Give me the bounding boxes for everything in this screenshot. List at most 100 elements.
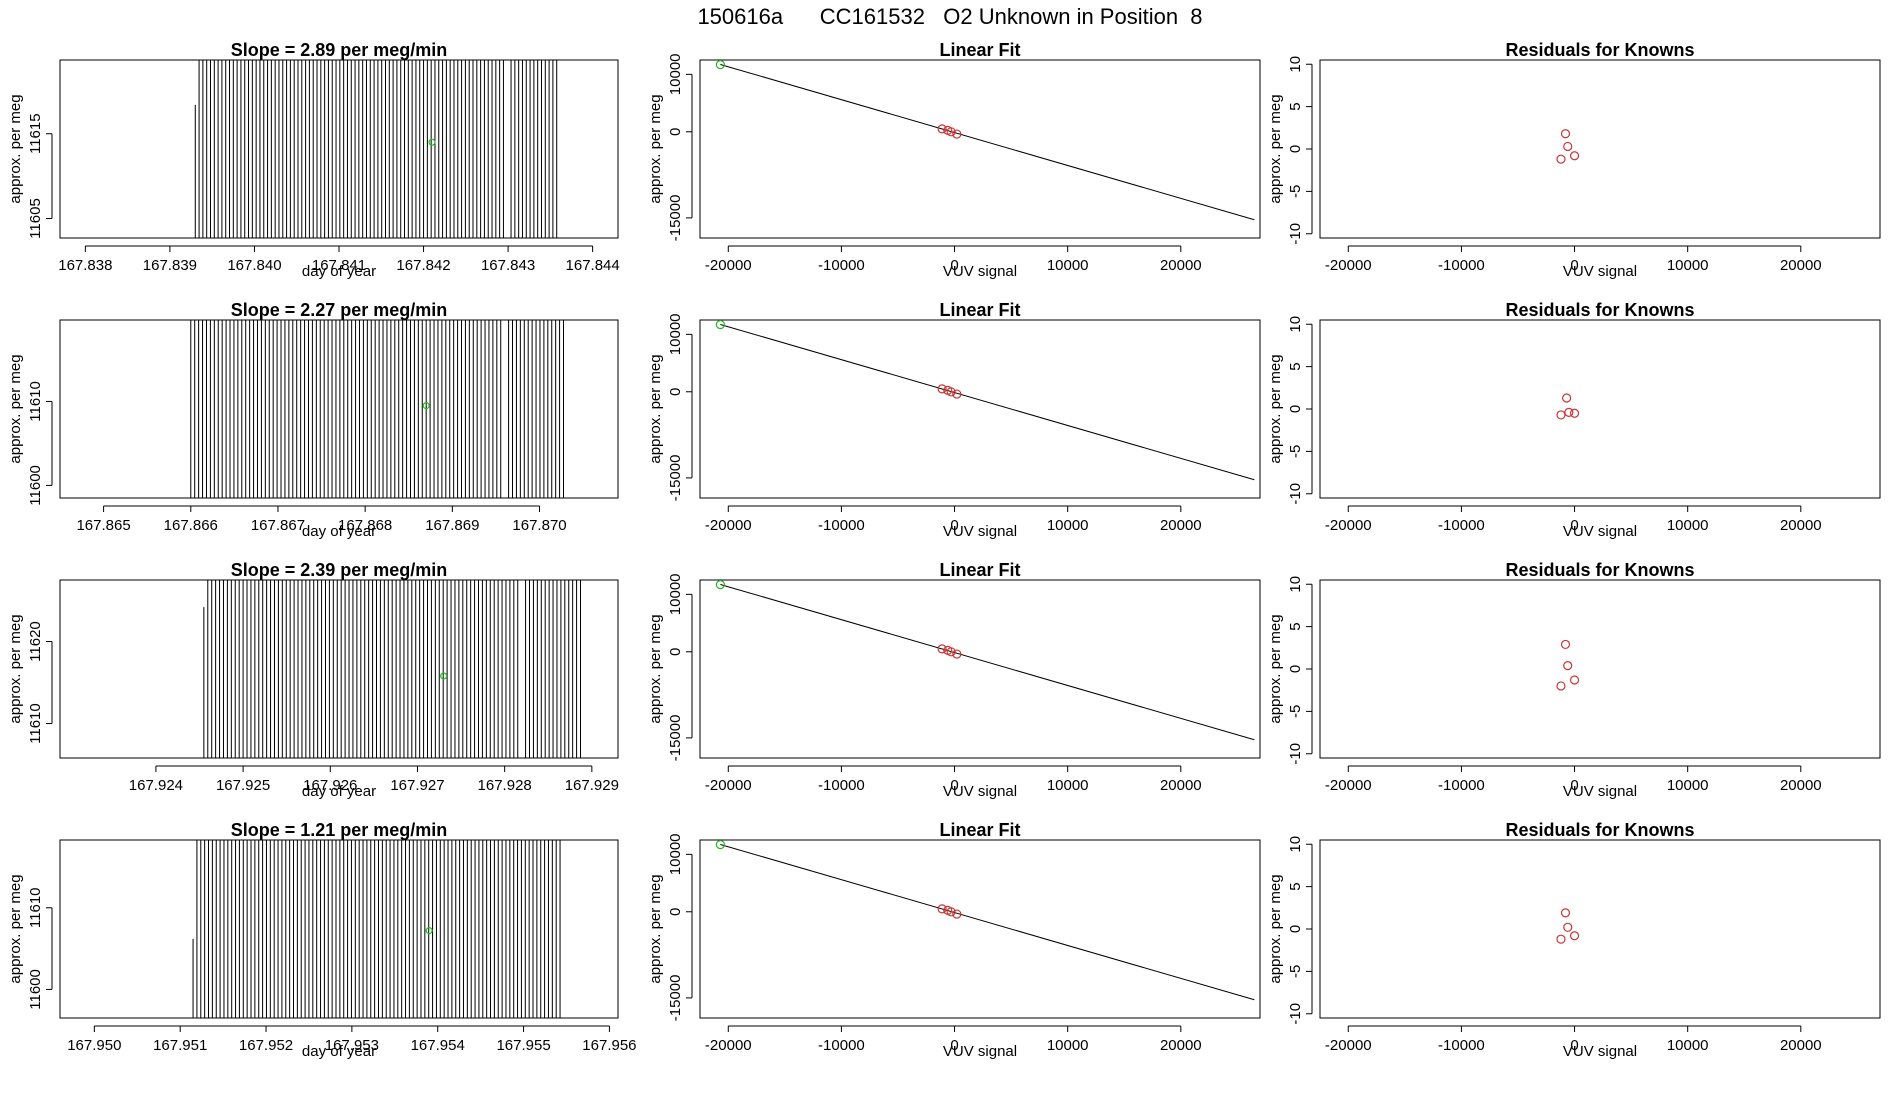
- known-point: [952, 649, 962, 659]
- y-axis: -15000 0 10000: [667, 313, 693, 501]
- x-axis: 167.924 167.925 167.926 167.927 167.928 167.9…: [129, 765, 619, 794]
- plot-frame: [1319, 319, 1881, 499]
- x-tick-label: 10000: [1667, 1037, 1709, 1054]
- x-tick-label: 20000: [1160, 1037, 1202, 1054]
- x-tick-label: 167.865: [76, 517, 130, 534]
- unknown-point: [428, 138, 436, 146]
- x-tick-label: 10000: [1667, 777, 1709, 794]
- x-axis-label: VUV signal: [1563, 1043, 1637, 1060]
- x-tick-label: 167.951: [153, 1037, 207, 1054]
- x-axis: 167.838 167.839 167.840 167.841 167.842 167.8…: [58, 245, 620, 274]
- unknown-point: [440, 672, 448, 680]
- x-axis: -20000 -10000 0 10000 20000: [705, 1025, 1202, 1054]
- panel-linear-fit-row3: Linear Fit -20000 -10000 0 10000 20000 VUV sig…: [647, 560, 1261, 800]
- x-tick-label: 10000: [1047, 1037, 1089, 1054]
- x-tick-label: 167.866: [164, 517, 218, 534]
- x-tick-label: -20000: [705, 517, 752, 534]
- x-tick-label: 0: [1570, 777, 1578, 794]
- x-tick-label: 0: [950, 257, 958, 274]
- x-axis-label: day of year: [302, 263, 376, 280]
- panel-linear-fit-row4: Linear Fit -20000 -10000 0 10000 20000 VUV sig…: [647, 820, 1261, 1060]
- residual-point: [1563, 141, 1573, 152]
- residual-point: [1560, 129, 1571, 139]
- x-tick-label: 10000: [1047, 257, 1089, 274]
- x-tick-label: -20000: [1325, 517, 1372, 534]
- x-tick-label: 167.841: [312, 257, 366, 274]
- y-tick-label: 11615: [27, 113, 44, 154]
- residual-point: [1556, 934, 1566, 944]
- residual-point: [1563, 661, 1573, 671]
- x-tick-label: 167.868: [338, 517, 392, 534]
- residual-point: [1556, 681, 1566, 691]
- panel-residuals-row4: Residuals for Knowns -20000 -10000 0 10000 20…: [1267, 820, 1881, 1060]
- residual-point: [1560, 639, 1571, 650]
- known-point: [946, 907, 956, 917]
- residual-point: [1569, 675, 1580, 685]
- panel-residuals-row3: Residuals for Knowns -20000 -10000 0 10000 20…: [1267, 560, 1881, 800]
- y-tick-label: -10: [1287, 223, 1304, 245]
- x-tick-label: -10000: [1438, 1037, 1485, 1054]
- x-tick-label: 167.839: [143, 257, 197, 274]
- x-tick-label: -20000: [705, 1037, 752, 1054]
- y-tick-label: 5: [1287, 362, 1304, 370]
- known-point: [946, 387, 956, 397]
- x-axis-label: VUV signal: [1563, 523, 1637, 540]
- y-axis: 11600 11610: [27, 887, 53, 1010]
- plot-frame: [59, 319, 619, 499]
- y-tick-label: -5: [1287, 445, 1304, 458]
- trace: [203, 580, 582, 758]
- x-tick-label: 0: [950, 777, 958, 794]
- x-tick-label: -20000: [705, 257, 752, 274]
- x-tick-label: 167.953: [325, 1037, 379, 1054]
- x-tick-label: 167.838: [58, 257, 112, 274]
- x-axis-label: VUV signal: [1563, 263, 1637, 280]
- known-point: [952, 129, 962, 139]
- y-axis-label: approx. per meg: [1267, 94, 1284, 203]
- plot-frame: [59, 579, 619, 759]
- x-tick-label: 167.952: [239, 1037, 293, 1054]
- chart-title: Slope = 1.21 per meg/min: [231, 820, 448, 840]
- x-axis-label: VUV signal: [943, 523, 1017, 540]
- y-tick-label: 10000: [667, 313, 684, 355]
- chart-title: Linear Fit: [939, 40, 1020, 60]
- chart-title: Residuals for Knowns: [1505, 40, 1694, 60]
- x-tick-label: -10000: [818, 257, 865, 274]
- x-tick-label: -10000: [818, 1037, 865, 1054]
- page-title: 150616a CC161532 O2 Unknown in Position …: [697, 4, 1203, 29]
- fit-line: [720, 843, 1255, 1001]
- residual-point: [1556, 410, 1566, 420]
- y-tick-label: 11605: [27, 198, 44, 239]
- y-axis: 11600 11610: [27, 381, 53, 506]
- trace: [194, 60, 558, 238]
- unknown-point: [715, 59, 725, 70]
- x-axis: -20000 -10000 0 10000 20000: [705, 505, 1202, 534]
- panel-linear-fit-row1: Linear Fit -20000 -10000 0 10000 20000 VUV sig…: [647, 40, 1261, 280]
- x-tick-label: -20000: [1325, 777, 1372, 794]
- plot-frame: [1319, 59, 1881, 239]
- x-tick-label: 20000: [1780, 517, 1822, 534]
- y-axis-label: approx. per meg: [1267, 614, 1284, 723]
- y-tick-label: -10: [1287, 1003, 1304, 1025]
- plot-frame: [699, 579, 1261, 759]
- plot-frame: [1319, 579, 1881, 759]
- y-tick-label: -5: [1287, 185, 1304, 198]
- x-axis: -20000 -10000 0 10000 20000: [705, 765, 1202, 794]
- y-axis-label: approx. per meg: [1267, 874, 1284, 983]
- known-point: [937, 384, 947, 394]
- known-point: [952, 909, 962, 919]
- x-axis: -20000 -10000 0 10000 20000: [1325, 765, 1822, 794]
- y-tick-label: -5: [1287, 705, 1304, 718]
- x-tick-label: -10000: [1438, 777, 1485, 794]
- panel-residuals-row2: Residuals for Knowns -20000 -10000 0 10000 20…: [1267, 300, 1881, 540]
- y-tick-label: 10: [1287, 316, 1304, 333]
- x-axis-label: VUV signal: [1563, 783, 1637, 800]
- y-tick-label: -15000: [667, 975, 684, 1022]
- x-tick-label: 167.955: [496, 1037, 550, 1054]
- y-axis: -15000 0 10000: [667, 833, 693, 1022]
- x-axis: -20000 -10000 0 10000 20000: [705, 245, 1202, 274]
- x-tick-label: 20000: [1780, 257, 1822, 274]
- trace: [190, 320, 565, 498]
- y-axis-label: approx. per meg: [7, 94, 24, 203]
